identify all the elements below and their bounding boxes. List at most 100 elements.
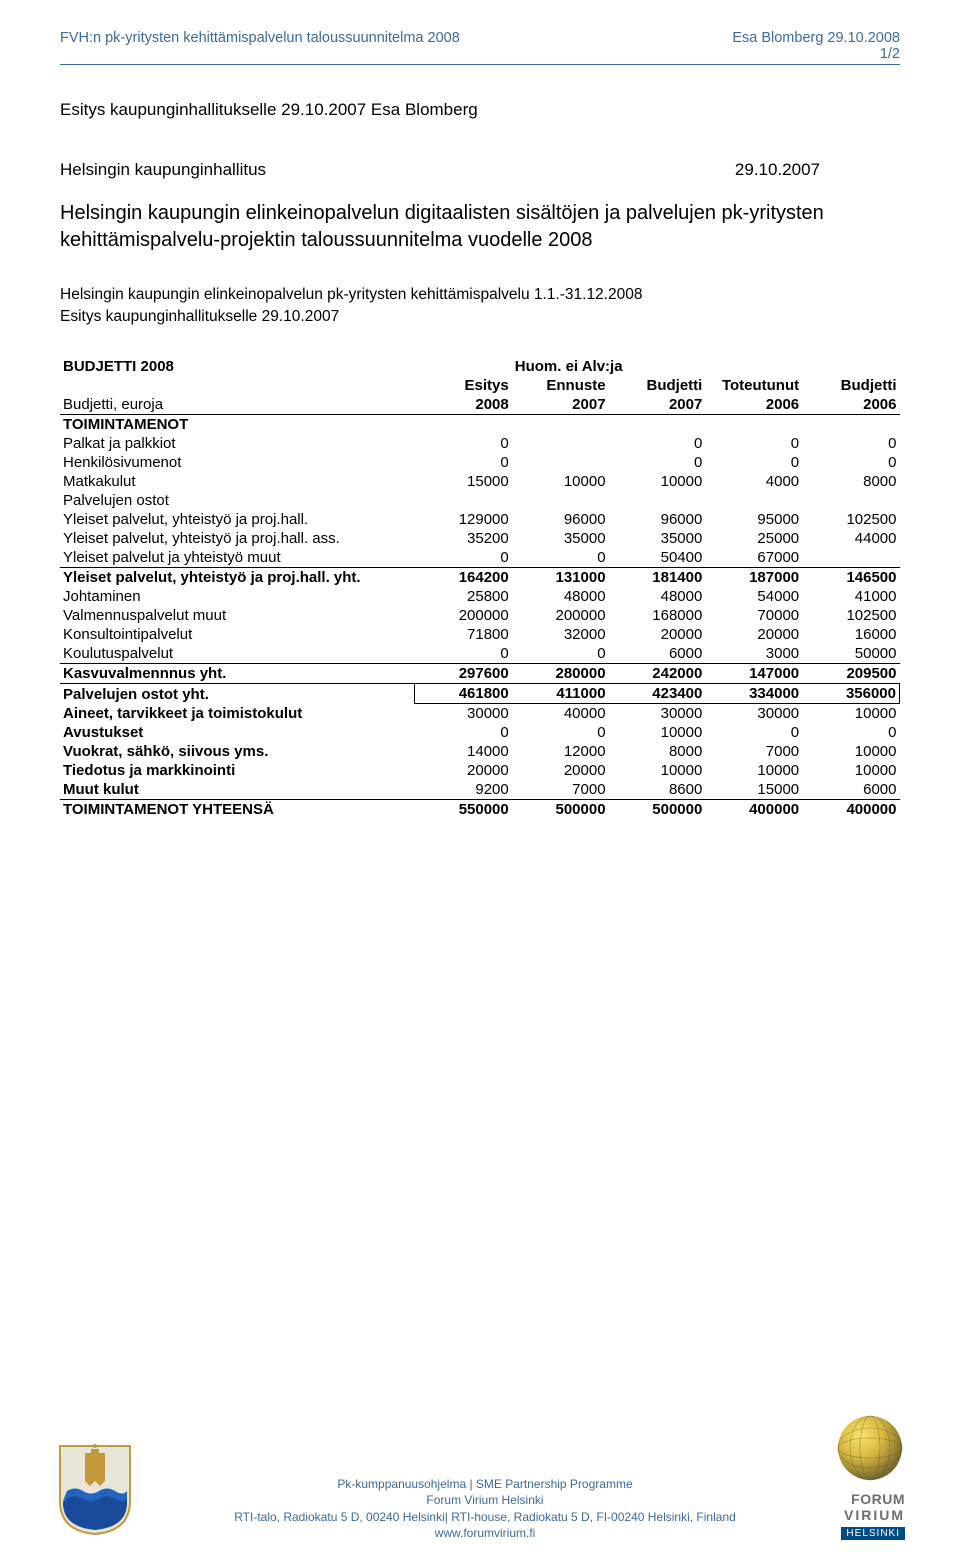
row-label: Muut kulut (60, 780, 414, 800)
intro-line-1: Esitys kaupunginhallitukselle 29.10.2007… (60, 100, 900, 120)
table-row: Aineet, tarvikkeet ja toimistokulut30000… (60, 704, 900, 724)
row-value: 10000 (802, 704, 899, 724)
row-value: 200000 (512, 606, 609, 625)
row-value: 48000 (609, 587, 706, 606)
footer-line-1: Pk-kumppanuusohjelma | SME Partnership P… (135, 1476, 835, 1492)
row-value: 14000 (414, 742, 511, 761)
grand-total-row: TOIMINTAMENOT YHTEENSÄ 550000 500000 500… (60, 800, 900, 820)
row-label: Henkilösivumenot (60, 453, 414, 472)
city-crest-icon (55, 1441, 135, 1541)
row-value: 7000 (512, 780, 609, 800)
row-label: Avustukset (60, 723, 414, 742)
row-value: 0 (802, 453, 899, 472)
table-header-1: Esitys Ennuste Budjetti Toteutunut Budje… (60, 376, 900, 395)
footer-text: Pk-kumppanuusohjelma | SME Partnership P… (135, 1476, 835, 1541)
header-author-date: Esa Blomberg 29.10.2008 (732, 30, 900, 46)
row-value: 0 (609, 434, 706, 453)
row-value: 71800 (414, 625, 511, 644)
row-value: 8600 (609, 780, 706, 800)
row-value: 10000 (609, 761, 706, 780)
budget-table: BUDJETTI 2008 Huom. ei Alv:ja Esitys Enn… (60, 357, 900, 819)
row-value: 0 (414, 453, 511, 472)
table-row: Yleiset palvelut, yhteistyö ja proj.hall… (60, 568, 900, 588)
table-row: Palkat ja palkkiot0000 (60, 434, 900, 453)
row-label: Palkat ja palkkiot (60, 434, 414, 453)
table-row: Tiedotus ja markkinointi2000020000100001… (60, 761, 900, 780)
logo-text-virium: VIRIUM (835, 1507, 905, 1523)
header-page-number: 1/2 (732, 46, 900, 62)
row-value: 96000 (609, 510, 706, 529)
row-value: 25800 (414, 587, 511, 606)
row-value: 0 (512, 548, 609, 568)
document-page: FVH:n pk-yritysten kehittämispalvelun ta… (0, 0, 960, 1556)
table-row: Muut kulut920070008600150006000 (60, 780, 900, 800)
row-value: 6000 (609, 644, 706, 664)
row-value: 0 (512, 723, 609, 742)
row-value: 164200 (414, 568, 511, 588)
row-value: 102500 (802, 606, 899, 625)
row-value: 20000 (512, 761, 609, 780)
row-value: 0 (705, 723, 802, 742)
budget-note: Huom. ei Alv:ja (512, 357, 900, 376)
row-value: 30000 (414, 704, 511, 724)
budget-caption: BUDJETTI 2008 (60, 357, 414, 376)
row-value: 41000 (802, 587, 899, 606)
addressee-date: 29.10.2007 (735, 160, 820, 180)
row-value: 35200 (414, 529, 511, 548)
row-label: Yleiset palvelut, yhteistyö ja proj.hall… (60, 529, 414, 548)
row-value: 95000 (705, 510, 802, 529)
row-value: 67000 (705, 548, 802, 568)
footer-line-3: RTI-talo, Radiokatu 5 D, 00240 Helsinki|… (135, 1509, 835, 1525)
page-footer: Pk-kumppanuusohjelma | SME Partnership P… (0, 1413, 960, 1541)
row-value: 20000 (705, 625, 802, 644)
row-value: 70000 (705, 606, 802, 625)
row-value: 10000 (609, 472, 706, 491)
table-row: Konsultointipalvelut71800320002000020000… (60, 625, 900, 644)
table-row: Yleiset palvelut, yhteistyö ja proj.hall… (60, 529, 900, 548)
row-value: 30000 (705, 704, 802, 724)
table-row: Yleiset palvelut ja yhteistyö muut005040… (60, 548, 900, 568)
table-row: Henkilösivumenot0000 (60, 453, 900, 472)
logo-text-forum: FORUM (835, 1491, 905, 1507)
table-row: Vuokrat, sähkö, siivous yms.140001200080… (60, 742, 900, 761)
row-value: 0 (609, 453, 706, 472)
section-header: TOIMINTAMENOT (60, 415, 900, 435)
row-value: 6000 (802, 780, 899, 800)
header-rule (60, 64, 900, 65)
sphere-icon (835, 1413, 905, 1483)
row-value: 50400 (609, 548, 706, 568)
row-value: 50000 (802, 644, 899, 664)
forum-virium-logo: FORUM VIRIUM HELSINKI (835, 1413, 905, 1541)
row-label: Yleiset palvelut, yhteistyö ja proj.hall… (60, 510, 414, 529)
row-value: 44000 (802, 529, 899, 548)
row-label: Yleiset palvelut ja yhteistyö muut (60, 548, 414, 568)
row-value: 30000 (609, 704, 706, 724)
sub-info-line-1: Helsingin kaupungin elinkeinopalvelun pk… (60, 284, 900, 306)
table-caption-row: BUDJETTI 2008 Huom. ei Alv:ja (60, 357, 900, 376)
row-value: 35000 (609, 529, 706, 548)
row-value: 131000 (512, 568, 609, 588)
table-row: Matkakulut15000100001000040008000 (60, 472, 900, 491)
row-value: 20000 (414, 761, 511, 780)
page-header: FVH:n pk-yritysten kehittämispalvelun ta… (60, 30, 900, 62)
sub-info: Helsingin kaupungin elinkeinopalvelun pk… (60, 284, 900, 327)
row-value: 10000 (802, 761, 899, 780)
row-label: Tiedotus ja markkinointi (60, 761, 414, 780)
table-row: Avustukset001000000 (60, 723, 900, 742)
row-value: 48000 (512, 587, 609, 606)
row-label: Konsultointipalvelut (60, 625, 414, 644)
row-value: 12000 (512, 742, 609, 761)
row-value: 4000 (705, 472, 802, 491)
row-label: Aineet, tarvikkeet ja toimistokulut (60, 704, 414, 724)
document-title: Helsingin kaupungin elinkeinopalvelun di… (60, 200, 900, 254)
row-value: 0 (705, 453, 802, 472)
row-label: Yleiset palvelut, yhteistyö ja proj.hall… (60, 568, 414, 588)
row-label: Johtaminen (60, 587, 414, 606)
row-value (512, 453, 609, 472)
row-value: 54000 (705, 587, 802, 606)
table-row: Yleiset palvelut, yhteistyö ja proj.hall… (60, 510, 900, 529)
row-value: 8000 (609, 742, 706, 761)
row-label: Koulutuspalvelut (60, 644, 414, 664)
row-value: 200000 (414, 606, 511, 625)
row-value: 0 (414, 723, 511, 742)
